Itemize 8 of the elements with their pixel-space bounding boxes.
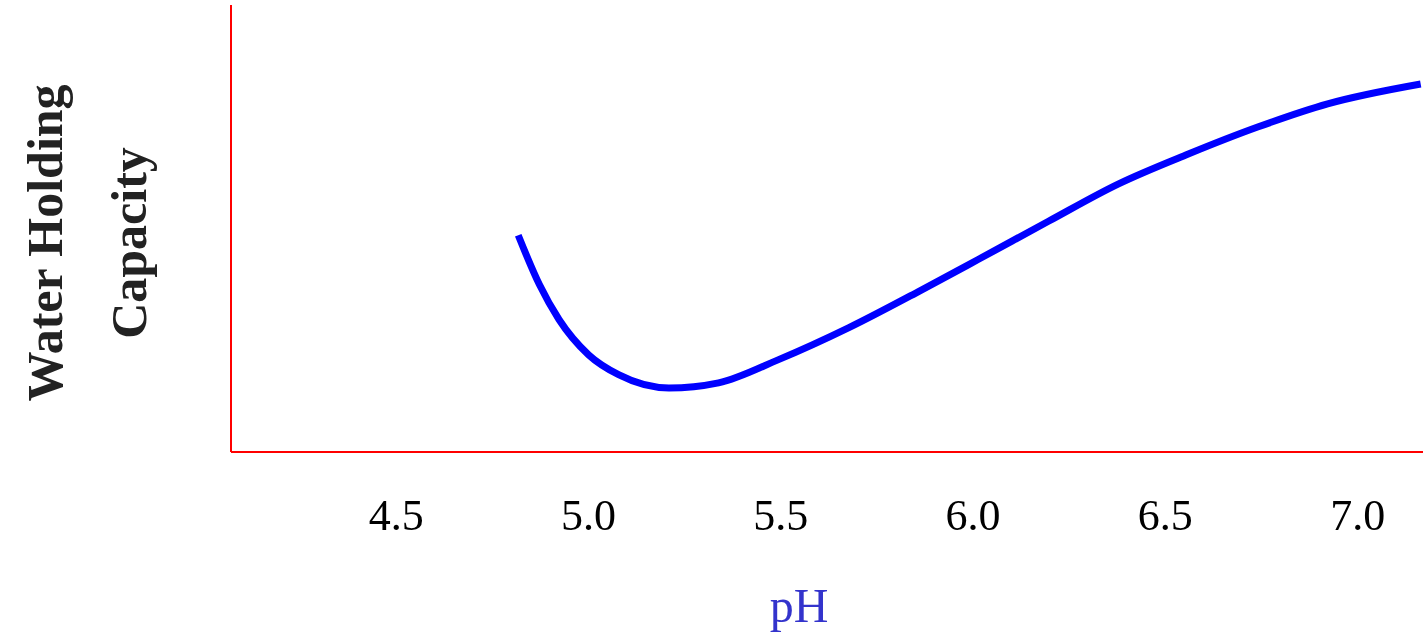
x-axis-title: pH <box>769 579 829 632</box>
y-axis-title: Water Holding Capacity <box>17 84 157 402</box>
x-tick-label: 7.0 <box>1330 491 1386 540</box>
x-tick-label: 5.0 <box>561 491 617 540</box>
x-tick-label: 5.5 <box>753 491 809 540</box>
x-tick-label: 6.5 <box>1137 491 1193 540</box>
x-tick-label: 6.0 <box>945 491 1001 540</box>
x-tick-label: 4.5 <box>368 491 424 540</box>
